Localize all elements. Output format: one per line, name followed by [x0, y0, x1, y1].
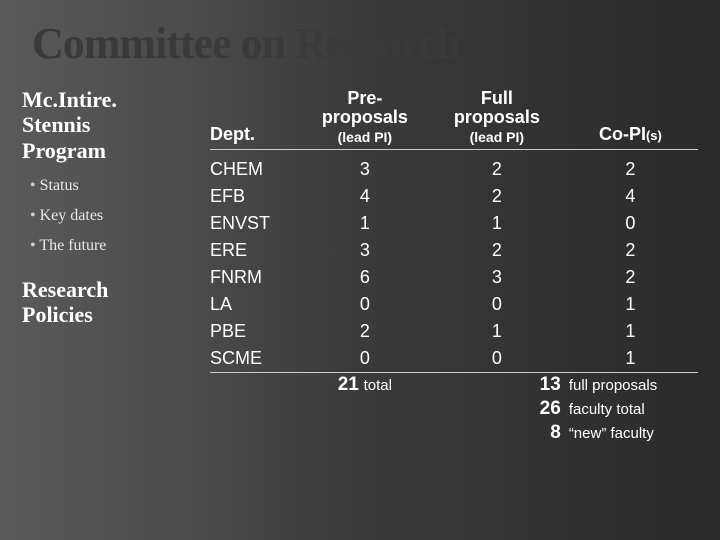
table-row: PBE 2 1 1 [210, 318, 698, 345]
summary-row-new: 8 “new” faculty [210, 421, 698, 445]
heading-line: Policies [22, 302, 93, 327]
col-full-line2: proposals [437, 108, 557, 127]
copi-suffix: (s) [646, 128, 662, 143]
slide-title: Committee on Research [0, 0, 720, 69]
cell-dept: FNRM [210, 264, 299, 291]
pre-total-lbl: total [364, 377, 392, 394]
cell-full: 2 [431, 183, 563, 210]
cell-dept: ENVST [210, 210, 299, 237]
cell-pre: 2 [299, 318, 431, 345]
col-pre-sub: (lead PI) [305, 129, 425, 145]
table-row: EFB 4 2 4 [210, 183, 698, 210]
content-area: Mc.Intire. Stennis Program Status Key da… [0, 69, 720, 445]
cell-copi: 1 [563, 291, 698, 318]
cell-dept: EFB [210, 183, 299, 210]
sidebar: Mc.Intire. Stennis Program Status Key da… [22, 87, 202, 445]
copi-label: Co-PI [599, 124, 646, 144]
col-full-line1: Full [437, 89, 557, 108]
cell-dept: SCME [210, 345, 299, 373]
new-lbl: “new” faculty [563, 421, 698, 445]
cell-dept: CHEM [210, 156, 299, 183]
summary-row-total: 21 total 13 full proposals [210, 373, 698, 397]
col-copi: Co-PI(s) [563, 87, 698, 149]
heading-line: Research [22, 277, 108, 302]
cell-dept: LA [210, 291, 299, 318]
heading-line: Mc.Intire. [22, 87, 117, 112]
full-total-lbl: full proposals [563, 373, 698, 397]
table-row: FNRM 6 3 2 [210, 264, 698, 291]
table-header-row: Dept. Pre- proposals (lead PI) Full prop… [210, 87, 698, 149]
col-dept: Dept. [210, 87, 299, 149]
table-row: CHEM 3 2 2 [210, 156, 698, 183]
cell-full: 1 [431, 318, 563, 345]
faculty-lbl: faculty total [563, 397, 698, 421]
cell-full: 0 [431, 345, 563, 373]
cell-pre: 0 [299, 345, 431, 373]
cell-full: 2 [431, 156, 563, 183]
table-area: Dept. Pre- proposals (lead PI) Full prop… [202, 87, 698, 445]
cell-pre: 1 [299, 210, 431, 237]
cell-pre: 6 [299, 264, 431, 291]
col-full-sub: (lead PI) [437, 129, 557, 145]
cell-copi: 1 [563, 345, 698, 373]
sidebar-heading-policies: Research Policies [22, 277, 192, 328]
cell-full: 1 [431, 210, 563, 237]
proposals-table: Dept. Pre- proposals (lead PI) Full prop… [210, 87, 698, 445]
bullet-status: Status [30, 177, 192, 195]
bullet-key-dates: Key dates [30, 207, 192, 225]
faculty-num: 26 [431, 397, 563, 421]
cell-full: 2 [431, 237, 563, 264]
cell-dept: ERE [210, 237, 299, 264]
full-total-num: 13 [431, 373, 563, 397]
sidebar-heading-program: Mc.Intire. Stennis Program [22, 87, 192, 163]
cell-pre: 4 [299, 183, 431, 210]
cell-copi: 2 [563, 264, 698, 291]
col-preproposals: Pre- proposals (lead PI) [299, 87, 431, 149]
cell-copi: 0 [563, 210, 698, 237]
cell-copi: 2 [563, 156, 698, 183]
col-pre-line1: Pre- [305, 89, 425, 108]
col-pre-line2: proposals [305, 108, 425, 127]
cell-pre: 0 [299, 291, 431, 318]
table-row: ENVST 1 1 0 [210, 210, 698, 237]
cell-copi: 1 [563, 318, 698, 345]
heading-line: Stennis [22, 112, 90, 137]
heading-line: Program [22, 138, 106, 163]
pre-total-num: 21 [338, 374, 359, 395]
cell-copi: 2 [563, 237, 698, 264]
table-row: SCME 0 0 1 [210, 345, 698, 373]
cell-full: 0 [431, 291, 563, 318]
cell-full: 3 [431, 264, 563, 291]
cell-dept: PBE [210, 318, 299, 345]
cell-pre: 3 [299, 237, 431, 264]
table-row: LA 0 0 1 [210, 291, 698, 318]
summary-row-faculty: 26 faculty total [210, 397, 698, 421]
table-row: ERE 3 2 2 [210, 237, 698, 264]
col-fullproposals: Full proposals (lead PI) [431, 87, 563, 149]
bullet-the-future: The future [30, 237, 192, 255]
new-num: 8 [431, 421, 563, 445]
cell-copi: 4 [563, 183, 698, 210]
cell-pre: 3 [299, 156, 431, 183]
